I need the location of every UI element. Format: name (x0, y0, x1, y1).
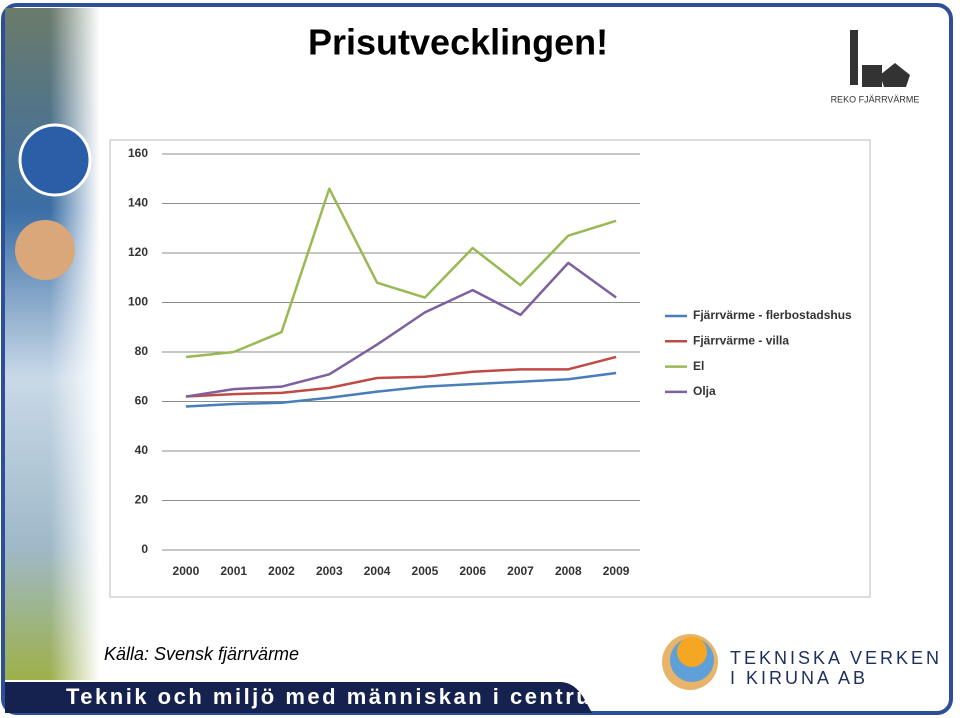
source-text: Källa: Svensk fjärrvärme (104, 644, 299, 664)
logo-circle (677, 637, 707, 667)
sign-icon (18, 123, 92, 197)
x-tick-label: 2008 (555, 564, 582, 578)
series-line (185, 187, 617, 359)
series-line (185, 261, 617, 398)
y-tick-label: 20 (135, 493, 149, 507)
chart-frame (109, 139, 871, 598)
x-tick-label: 2001 (220, 564, 247, 578)
y-tick-label: 0 (141, 542, 148, 556)
series-line (185, 355, 617, 398)
x-tick-label: 2003 (316, 564, 343, 578)
y-tick-label: 140 (128, 196, 148, 210)
footer-text: Teknik och miljö med människan i centrum (66, 684, 614, 709)
logo-mark (880, 63, 910, 87)
legend-label: El (693, 359, 704, 373)
y-tick-label: 120 (128, 245, 148, 259)
logo-text: I KIRUNA AB (730, 668, 868, 688)
legend-label: Fjärrvärme - flerbostadshus (693, 308, 852, 322)
x-tick-label: 2007 (507, 564, 534, 578)
y-tick-label: 80 (135, 344, 149, 358)
x-tick-label: 2004 (364, 564, 391, 578)
logo-mark (862, 65, 882, 87)
face-icon (15, 220, 75, 280)
y-tick-label: 100 (128, 295, 148, 309)
x-tick-label: 2009 (603, 564, 630, 578)
photo-fade (50, 8, 100, 680)
y-tick-label: 60 (135, 394, 149, 408)
y-tick-label: 40 (135, 443, 149, 457)
x-tick-label: 2000 (173, 564, 200, 578)
legend-label: Olja (693, 384, 716, 398)
x-tick-label: 2006 (459, 564, 486, 578)
series-line (185, 371, 617, 408)
legend-label: Fjärrvärme - villa (693, 333, 789, 347)
x-tick-label: 2002 (268, 564, 295, 578)
logo-text: REKO FJÄRRVÄRME (831, 94, 920, 104)
slide-title: Prisutvecklingen! (308, 22, 608, 63)
y-tick-label: 160 (128, 146, 148, 160)
logo-text: TEKNISKA VERKEN (730, 648, 942, 668)
x-tick-label: 2005 (412, 564, 439, 578)
footer-band (5, 682, 592, 713)
logo-mark (850, 30, 858, 85)
